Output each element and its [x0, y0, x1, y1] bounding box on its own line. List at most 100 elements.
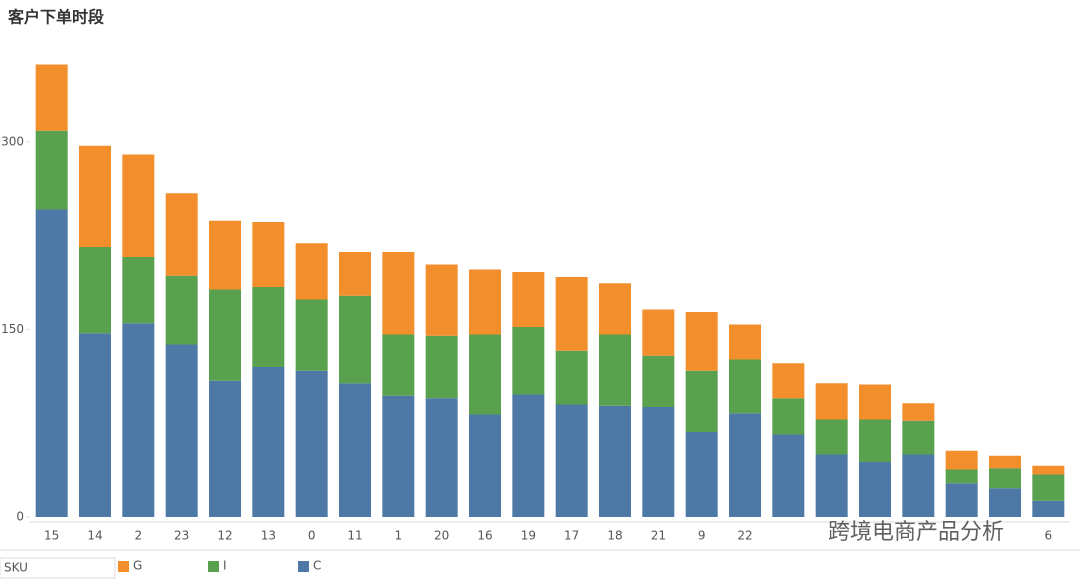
bar-segment	[989, 455, 1021, 469]
legend-title: SKU	[4, 561, 28, 575]
bar-segment	[252, 222, 285, 287]
bar-segment	[382, 334, 415, 396]
bar-segment	[512, 272, 545, 327]
x-tick-label: 15	[44, 529, 59, 543]
bar-segment	[555, 277, 588, 351]
x-tick-label: 22	[737, 529, 752, 543]
bar-segment	[642, 355, 675, 407]
bar-segment	[165, 193, 198, 276]
bar-segment	[122, 154, 155, 257]
x-tick-label: 11	[347, 529, 362, 543]
bar-segment	[425, 398, 458, 517]
bar-segment	[685, 432, 718, 517]
bar-segment	[729, 324, 761, 360]
y-tick-label: 150	[1, 322, 24, 336]
bar-segment	[469, 269, 501, 335]
watermark: 跨境电商产品分析	[828, 520, 1004, 545]
y-tick-label: 300	[1, 135, 24, 149]
bar-segment	[859, 419, 891, 462]
bar-segment	[295, 243, 328, 300]
bar-segment	[35, 64, 68, 131]
bar-segment	[425, 264, 458, 336]
x-tick-label: 21	[651, 529, 666, 543]
bar-segment	[295, 299, 328, 371]
bar-segment	[79, 247, 111, 334]
bar-segment	[165, 275, 198, 345]
bar-segment	[512, 327, 545, 395]
bar-segment	[209, 220, 241, 290]
bar-segment	[772, 363, 805, 399]
bar-segment	[685, 370, 718, 432]
bar-segment	[79, 333, 111, 517]
bar-segment	[122, 323, 155, 517]
legend-label: G	[133, 559, 142, 573]
bar-segment	[772, 434, 805, 517]
legend-label: I	[223, 559, 227, 573]
x-tick-label: 6	[1045, 529, 1053, 543]
bar-segment	[512, 394, 545, 517]
x-tick-label: 17	[564, 529, 579, 543]
x-tick-label: 23	[174, 529, 189, 543]
bar-segment	[35, 130, 68, 210]
x-tick-label: 0	[308, 529, 316, 543]
x-tick-label: 19	[521, 529, 536, 543]
bar-segment	[989, 488, 1021, 517]
bar-segment	[642, 309, 675, 356]
x-tick-label: 13	[261, 529, 276, 543]
bar-segment	[1032, 500, 1065, 517]
bar-segment	[252, 367, 285, 517]
bar-segment	[859, 384, 891, 420]
bar-segment	[902, 403, 935, 421]
x-tick-label: 18	[607, 529, 622, 543]
legend-swatch	[298, 561, 309, 572]
bar-segment	[945, 483, 978, 517]
bar-segment	[1032, 465, 1065, 475]
x-tick-label: 2	[135, 529, 143, 543]
x-tick-label: 16	[477, 529, 492, 543]
bar-segment	[339, 383, 371, 517]
bar-segment	[382, 395, 415, 517]
bar-segment	[339, 252, 371, 296]
bar-segment	[599, 334, 631, 406]
bar-segment	[165, 344, 198, 517]
bar-segment	[555, 350, 588, 405]
bar-segment	[859, 462, 891, 517]
x-tick-label: 1	[395, 529, 403, 543]
bar-segment	[729, 413, 761, 517]
bar-segment	[209, 289, 241, 381]
chart-title: 客户下单时段	[8, 8, 105, 27]
bar-segment	[339, 295, 371, 384]
bar-segment	[469, 334, 501, 415]
bar-segment	[209, 380, 241, 517]
x-tick-label: 12	[217, 529, 232, 543]
bar-segment	[945, 469, 978, 484]
bar-segment	[425, 335, 458, 399]
bar-segment	[122, 257, 155, 324]
bar-segment	[469, 414, 501, 517]
bar-segment	[815, 419, 848, 455]
bar-segment	[902, 420, 935, 455]
bar-segment	[989, 468, 1021, 489]
bar-segment	[555, 404, 588, 517]
x-tick-label: 9	[698, 529, 706, 543]
bar-segment	[35, 209, 68, 517]
bar-segment	[599, 283, 631, 335]
bar-segment	[599, 405, 631, 517]
bar-segment	[295, 370, 328, 517]
bar-segment	[902, 454, 935, 517]
bar-segment	[79, 145, 111, 247]
bar-segment	[642, 407, 675, 517]
bar-segment	[815, 454, 848, 517]
legend-box	[0, 557, 116, 579]
bar-segment	[772, 398, 805, 435]
y-tick-label: 0	[16, 510, 24, 524]
legend-label: C	[313, 559, 321, 573]
bar-segment	[382, 252, 415, 335]
bar-segment	[945, 450, 978, 470]
x-tick-label: 14	[87, 529, 102, 543]
legend-swatch	[208, 561, 219, 572]
bar-segment	[1032, 474, 1065, 501]
x-tick-label: 20	[434, 529, 449, 543]
bar-segment	[685, 312, 718, 371]
